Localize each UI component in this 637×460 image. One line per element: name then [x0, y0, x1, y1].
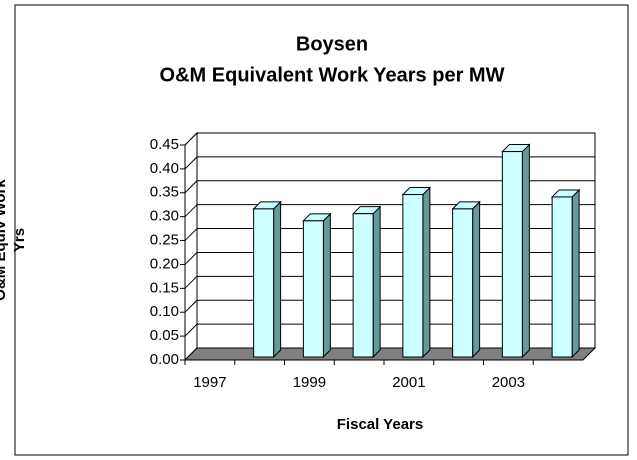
bar: [501, 151, 523, 358]
bar: [302, 220, 324, 358]
bar: [452, 208, 474, 358]
y-tick-label: 0.25: [150, 232, 179, 249]
y-tick-label: 0.00: [150, 351, 179, 368]
x-tick-label: 1999: [293, 374, 326, 391]
y-tick-label: 0.40: [150, 160, 179, 177]
x-tick-label: 2003: [492, 374, 525, 391]
x-tick-label: 2001: [392, 374, 425, 391]
y-axis-title: O&M Equiv Work Yrs: [0, 179, 28, 301]
grid-line: [184, 204, 198, 218]
bar: [551, 196, 573, 358]
bar: [402, 194, 424, 358]
y-tick-label: 0.15: [150, 279, 179, 296]
x-tick-label: 1997: [193, 374, 226, 391]
grid-line: [184, 299, 198, 313]
y-tick-label: 0.30: [150, 208, 179, 225]
bar-side: [372, 205, 381, 359]
chart-title: Boysen: [296, 33, 368, 55]
y-tick-label: 0.35: [150, 184, 179, 201]
bar-side: [273, 200, 282, 359]
bar-side: [571, 188, 580, 359]
bar: [253, 208, 275, 358]
grid-line: [184, 180, 198, 194]
bar-side: [422, 186, 431, 359]
grid-line: [184, 132, 198, 146]
floor: [183, 347, 597, 361]
chart-subtitle: O&M Equivalent Work Years per MW: [160, 64, 505, 86]
y-tick-label: 0.20: [150, 255, 179, 272]
bar-side: [322, 212, 331, 359]
grid-line: [184, 156, 198, 170]
bar-side: [521, 143, 530, 359]
grid-line: [184, 228, 198, 241]
bar-side: [472, 200, 481, 359]
grid-line: [184, 275, 198, 289]
y-tick-label: 0.05: [150, 327, 179, 344]
grid-line: [184, 252, 198, 265]
bar: [352, 213, 374, 358]
grid-line: [184, 323, 198, 337]
y-tick-label: 0.10: [150, 303, 179, 320]
y-tick-label: 0.45: [150, 136, 179, 153]
x-axis-title: Fiscal Years: [337, 416, 423, 433]
